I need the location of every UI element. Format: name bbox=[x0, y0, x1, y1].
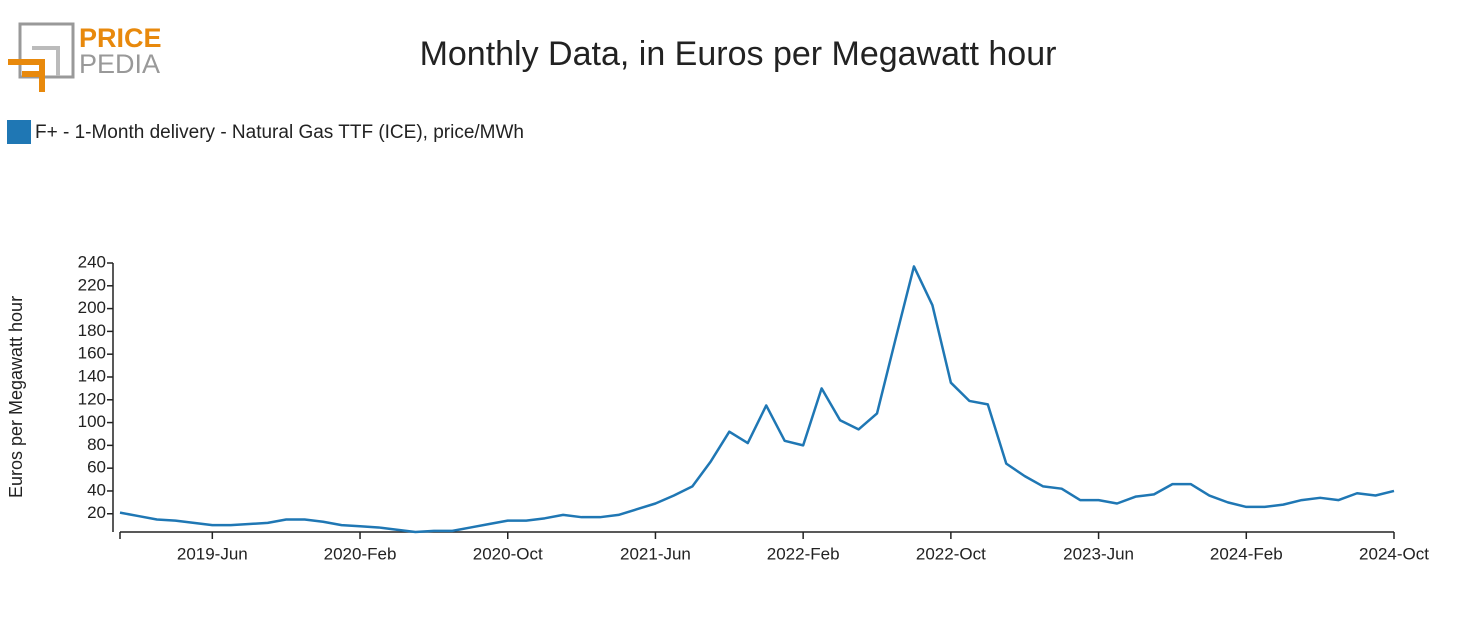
y-tick-label: 180 bbox=[78, 321, 106, 340]
x-tick-label: 2024-Feb bbox=[1210, 544, 1283, 563]
y-tick-label: 40 bbox=[87, 480, 106, 499]
logo: PRICE PEDIA bbox=[8, 22, 162, 92]
y-tick-label: 240 bbox=[78, 252, 106, 271]
x-tick-label: 2023-Jun bbox=[1063, 544, 1134, 563]
y-tick-label: 100 bbox=[78, 412, 106, 431]
logo-text: PRICE bbox=[79, 23, 162, 53]
logo-mark bbox=[8, 59, 45, 92]
y-tick-label: 140 bbox=[78, 366, 106, 385]
x-tick-label: 2020-Feb bbox=[324, 544, 397, 563]
chart-title: Monthly Data, in Euros per Megawatt hour bbox=[420, 35, 1057, 73]
logo-text: PEDIA bbox=[79, 49, 160, 79]
logo-mark bbox=[32, 46, 60, 76]
y-tick-label: 20 bbox=[87, 503, 106, 522]
x-tick-label: 2024-Oct bbox=[1359, 544, 1429, 563]
x-tick-label: 2022-Feb bbox=[767, 544, 840, 563]
data-line bbox=[119, 265, 1395, 534]
legend-swatch bbox=[7, 120, 31, 144]
y-tick-label: 200 bbox=[78, 298, 106, 317]
x-tick-label: 2022-Oct bbox=[916, 544, 986, 563]
y-tick-label: 80 bbox=[87, 435, 106, 454]
x-tick-label: 2021-Jun bbox=[620, 544, 691, 563]
x-tick-label: 2020-Oct bbox=[473, 544, 543, 563]
x-tick-label: 2019-Jun bbox=[177, 544, 248, 563]
y-tick-label: 60 bbox=[87, 458, 106, 477]
logo-frame bbox=[18, 22, 75, 79]
legend-label: F+ - 1-Month delivery - Natural Gas TTF … bbox=[35, 122, 524, 143]
y-tick-label: 120 bbox=[78, 389, 106, 408]
y-tick-label: 220 bbox=[78, 275, 106, 294]
y-axis-label: Euros per Megawatt hour bbox=[6, 296, 26, 498]
y-tick-label: 160 bbox=[78, 344, 106, 363]
